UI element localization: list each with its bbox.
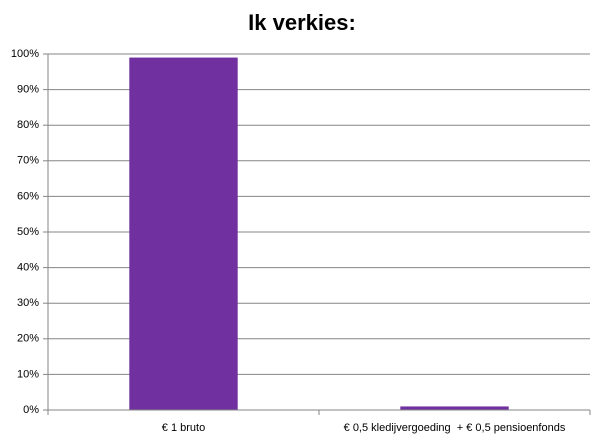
y-tick-label: 90% [17,84,39,96]
x-tick-label: € 0,5 kledijvergoeding + € 0,5 pensioenf… [344,422,566,434]
y-tick-label: 60% [17,190,39,202]
y-tick-label: 30% [17,297,39,309]
y-tick-label: 80% [17,119,39,131]
bar [129,57,238,411]
y-tick-label: 100% [11,48,39,60]
bar [400,406,509,410]
y-tick-label: 0% [23,404,39,416]
x-tick-label: € 1 bruto [162,422,205,434]
y-tick-label: 10% [17,368,39,380]
chart-title: Ik verkies: [248,10,356,35]
y-tick-label: 20% [17,333,39,345]
y-tick-label: 50% [17,226,39,238]
y-tick-label: 40% [17,262,39,274]
y-tick-label: 70% [17,155,39,167]
